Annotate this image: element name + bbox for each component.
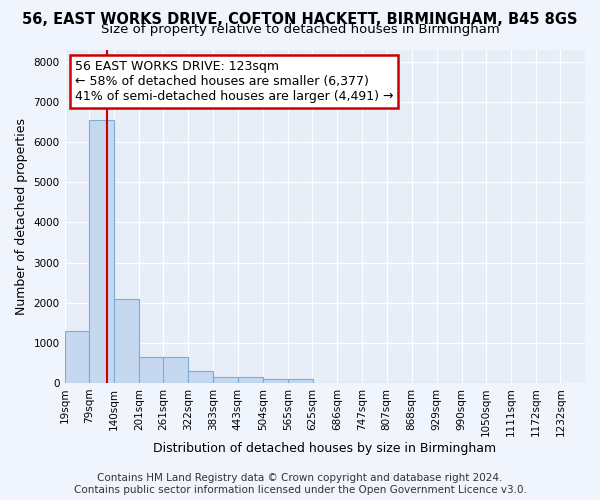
Text: 56 EAST WORKS DRIVE: 123sqm
← 58% of detached houses are smaller (6,377)
41% of : 56 EAST WORKS DRIVE: 123sqm ← 58% of det…	[75, 60, 394, 103]
Bar	[163, 357, 188, 383]
Bar	[139, 357, 164, 383]
Bar	[214, 377, 238, 383]
Bar	[89, 120, 114, 383]
Text: Size of property relative to detached houses in Birmingham: Size of property relative to detached ho…	[101, 22, 499, 36]
Bar	[288, 379, 313, 383]
Bar	[188, 371, 214, 383]
Y-axis label: Number of detached properties: Number of detached properties	[15, 118, 28, 315]
Text: 56, EAST WORKS DRIVE, COFTON HACKETT, BIRMINGHAM, B45 8GS: 56, EAST WORKS DRIVE, COFTON HACKETT, BI…	[22, 12, 578, 28]
Bar	[238, 377, 263, 383]
Bar	[114, 300, 139, 383]
Bar	[65, 330, 89, 383]
Bar	[263, 379, 288, 383]
Text: Contains HM Land Registry data © Crown copyright and database right 2024.
Contai: Contains HM Land Registry data © Crown c…	[74, 474, 526, 495]
X-axis label: Distribution of detached houses by size in Birmingham: Distribution of detached houses by size …	[153, 442, 496, 455]
